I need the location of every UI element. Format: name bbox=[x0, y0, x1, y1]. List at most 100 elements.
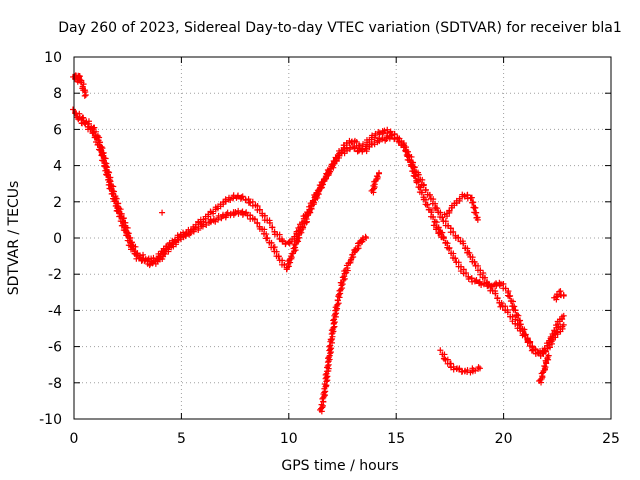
data-point-track-b bbox=[471, 258, 478, 265]
data-point-dip-track bbox=[363, 235, 370, 241]
data-point-track-b bbox=[408, 153, 415, 160]
data-point-dip-track bbox=[325, 354, 332, 361]
data-point-track-b bbox=[235, 192, 242, 199]
data-point-tail bbox=[544, 355, 551, 362]
data-point-track-b bbox=[111, 198, 118, 205]
x-tick-label: 15 bbox=[387, 431, 405, 447]
data-point-dip-track bbox=[324, 373, 331, 380]
data-point-track-b bbox=[426, 192, 433, 199]
data-point-track-a bbox=[452, 255, 459, 262]
data-point-track-b bbox=[433, 204, 440, 211]
data-point-dip-track bbox=[335, 300, 342, 307]
data-point-track-b bbox=[129, 246, 136, 253]
data-point-upper-right bbox=[560, 292, 567, 299]
data-point-upper-right bbox=[556, 288, 563, 295]
data-point-track-a bbox=[210, 216, 217, 223]
data-point-track-a bbox=[381, 127, 388, 134]
data-point-track-a bbox=[478, 282, 485, 289]
y-tick-label: 4 bbox=[53, 159, 62, 175]
data-point-track-b bbox=[285, 239, 292, 246]
data-point-track-b bbox=[96, 147, 103, 154]
data-point-track-b bbox=[89, 130, 96, 137]
data-point-track-a bbox=[512, 307, 519, 314]
data-point-track-b bbox=[115, 208, 122, 215]
data-point-track-b bbox=[420, 182, 427, 189]
data-point-early-cluster bbox=[81, 92, 88, 99]
data-point-track-b bbox=[450, 228, 457, 235]
y-tick-label: -4 bbox=[48, 303, 62, 319]
data-point-track-b bbox=[492, 290, 499, 297]
data-point-track-b bbox=[388, 132, 395, 139]
y-tick-label: 0 bbox=[53, 231, 62, 247]
data-point-track-b bbox=[279, 237, 286, 244]
data-point-dip-track bbox=[358, 239, 365, 246]
data-point-track-a bbox=[264, 235, 271, 242]
data-point-dip-track bbox=[351, 247, 358, 254]
data-point-track-b bbox=[322, 174, 329, 181]
data-point-track-b bbox=[102, 167, 109, 174]
data-point-track-b bbox=[266, 220, 273, 227]
y-tick-label: -10 bbox=[39, 412, 62, 428]
data-point-track-a bbox=[433, 219, 440, 226]
data-point-track-b bbox=[560, 312, 567, 319]
data-point-upper-right bbox=[553, 294, 560, 301]
data-point-dip-track bbox=[354, 240, 361, 247]
x-tick-label: 5 bbox=[177, 431, 186, 447]
data-point-track-a bbox=[243, 209, 250, 216]
data-point-dip-track bbox=[354, 245, 361, 252]
y-axis: 10 8 6 4 2 0 -2 -4 -6 -8 -10 bbox=[39, 50, 611, 428]
data-point-track-b bbox=[72, 110, 79, 117]
data-point-late-secondary bbox=[472, 209, 479, 216]
data-point-track-a bbox=[429, 214, 436, 221]
y-tick-label: 10 bbox=[44, 50, 62, 66]
data-point-track-b bbox=[465, 249, 472, 256]
data-point-late-secondary bbox=[468, 194, 475, 201]
x-axis-label: GPS time / hours bbox=[281, 458, 398, 474]
y-tick-label: -8 bbox=[48, 376, 62, 392]
data-point-track-a bbox=[473, 277, 480, 284]
data-point-track-b bbox=[103, 172, 110, 179]
data-point-track-a bbox=[506, 293, 513, 300]
data-point-early-cluster bbox=[80, 81, 87, 88]
data-point-track-a bbox=[275, 253, 282, 260]
data-point-track-b bbox=[82, 120, 89, 127]
y-tick-label: -6 bbox=[48, 340, 62, 356]
data-point-track-b bbox=[455, 234, 462, 241]
data-point-midday-blip bbox=[371, 185, 378, 192]
y-tick-label: 6 bbox=[53, 122, 62, 138]
data-point-early-cluster bbox=[82, 92, 89, 99]
data-point-track-b bbox=[494, 295, 501, 302]
data-point-track-a bbox=[251, 216, 258, 223]
data-point-track-b bbox=[100, 157, 107, 164]
data-point-late-low bbox=[437, 347, 444, 354]
data-point-track-b bbox=[532, 346, 539, 353]
data-point-dip-track bbox=[319, 404, 326, 411]
data-point-track-b bbox=[411, 164, 418, 171]
y-tick-label: 8 bbox=[53, 86, 62, 102]
data-point-track-a bbox=[462, 269, 469, 276]
x-tick-label: 20 bbox=[495, 431, 513, 447]
data-point-track-b bbox=[422, 187, 429, 194]
data-point-track-a bbox=[70, 106, 76, 113]
x-tick-label: 25 bbox=[602, 431, 620, 447]
data-point-late-low bbox=[456, 365, 463, 372]
data-point-spike-4h bbox=[159, 209, 166, 216]
y-tick-label: 2 bbox=[53, 195, 62, 211]
data-point-dip-track bbox=[331, 319, 338, 326]
data-point-track-a bbox=[240, 210, 247, 217]
data-point-track-b bbox=[481, 274, 488, 281]
data-point-track-b bbox=[107, 186, 114, 193]
data-point-track-a bbox=[232, 209, 239, 216]
data-point-dip-track bbox=[322, 383, 329, 390]
data-point-midday-blip bbox=[376, 169, 383, 176]
data-point-track-a bbox=[418, 189, 425, 196]
x-axis: 0 5 10 15 20 25 bbox=[70, 57, 620, 447]
data-point-track-a bbox=[224, 209, 231, 216]
data-point-track-b bbox=[460, 240, 467, 247]
data-point-track-a bbox=[423, 202, 430, 209]
x-tick-label: 0 bbox=[70, 431, 79, 447]
data-point-track-b bbox=[239, 193, 246, 200]
data-point-track-b bbox=[238, 194, 245, 201]
data-point-track-a bbox=[254, 219, 261, 226]
